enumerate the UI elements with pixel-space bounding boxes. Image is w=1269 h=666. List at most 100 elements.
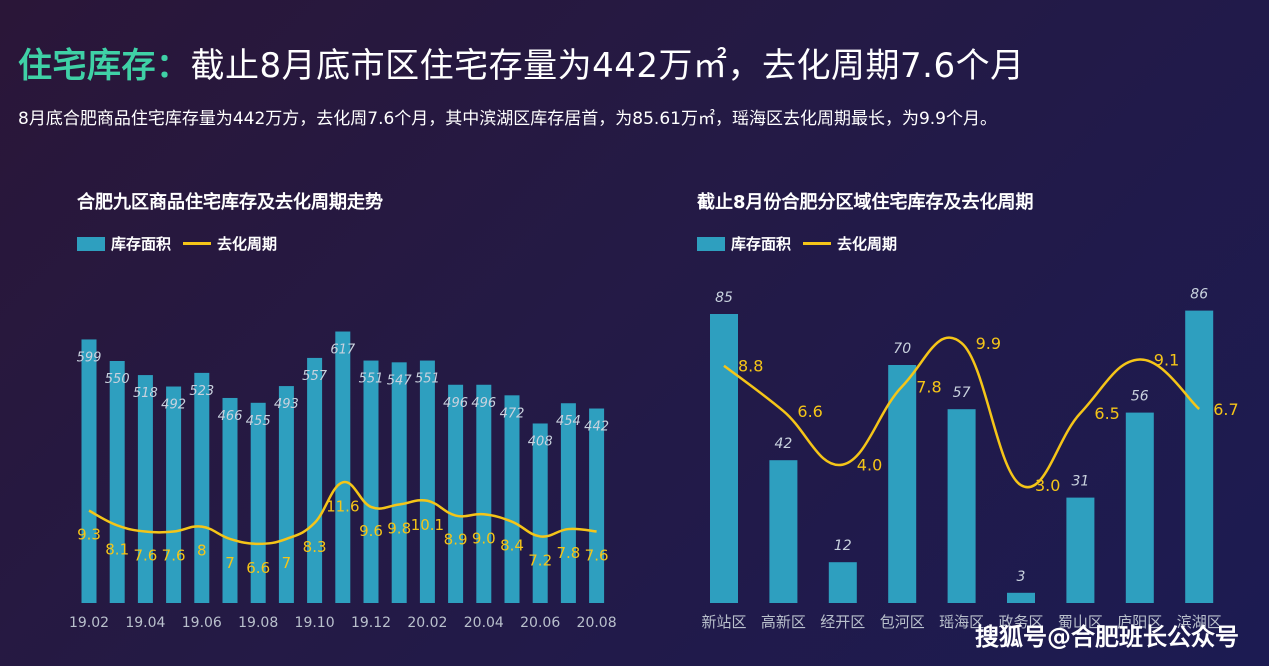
- bar-value-label: 70: [893, 341, 911, 357]
- legend-line-label: 去化周期: [217, 235, 278, 253]
- bar-value-label: 547: [387, 373, 413, 388]
- line-value-label: 9.0: [472, 529, 496, 547]
- bar-value-label: 550: [105, 372, 130, 387]
- line-value-label: 6.5: [1094, 404, 1119, 423]
- bar: [222, 397, 238, 603]
- bar-value-label: 493: [274, 397, 299, 412]
- bar-value-label: 42: [774, 436, 792, 452]
- bar: [1066, 497, 1095, 603]
- bar: [109, 361, 125, 603]
- bar-value-label: 86: [1190, 287, 1208, 303]
- title-text: 截止8月底市区住宅存量为442万㎡，去化周期7.6个月: [190, 46, 1025, 86]
- legend-bar-swatch: [697, 236, 725, 251]
- bar-value-label: 551: [415, 372, 440, 387]
- bar: [1007, 592, 1035, 603]
- legend-bar-label: 库存面积: [731, 235, 792, 253]
- bar: [560, 403, 576, 603]
- x-tick-label: 19.10: [295, 615, 335, 631]
- bar: [81, 339, 97, 603]
- x-tick-label: 19.08: [238, 615, 278, 631]
- bar-value-label: 3: [1017, 569, 1026, 585]
- bar-value-label: 599: [77, 350, 102, 365]
- bar: [476, 384, 492, 603]
- line-value-label: 7.6: [162, 547, 186, 565]
- line-value-label: 8.9: [444, 531, 468, 549]
- line-value-label: 9.3: [77, 526, 101, 544]
- left-chart-legend: 库存面积 去化周期: [77, 233, 277, 254]
- bar-value-label: 617: [330, 343, 356, 358]
- x-tick-label: 19.04: [125, 615, 165, 631]
- bar: [448, 384, 464, 603]
- bar: [194, 372, 210, 603]
- x-tick-label: 包河区: [880, 613, 925, 631]
- bar: [947, 409, 976, 603]
- x-tick-label: 20.08: [577, 615, 617, 631]
- x-tick-label: 19.12: [351, 615, 391, 631]
- line-value-label: 6.7: [1213, 400, 1238, 419]
- line-value-label: 7.2: [528, 551, 552, 569]
- trend-line: [88, 481, 597, 546]
- line-value-label: 6.6: [246, 559, 270, 577]
- bar-value-label: 454: [556, 414, 581, 429]
- bar-value-label: 523: [189, 384, 214, 399]
- bar-value-label: 31: [1071, 474, 1089, 490]
- x-tick-label: 高新区: [761, 613, 806, 631]
- line-value-label: 10.1: [411, 516, 444, 534]
- bar: [137, 375, 153, 603]
- bar: [250, 402, 266, 603]
- right-chart-title: 截止8月份合肥分区域住宅库存及去化周期: [697, 192, 1034, 213]
- line-value-label: 7.6: [133, 547, 157, 565]
- line-value-label: 8.3: [303, 538, 327, 556]
- watermark: 搜狐号@合肥班长公众号: [975, 623, 1239, 651]
- bar: [532, 423, 548, 603]
- bar: [1125, 412, 1154, 603]
- line-value-label: 3.0: [1035, 476, 1060, 495]
- bar: [166, 386, 182, 603]
- left-chart-title: 合肥九区商品住宅库存及去化周期走势: [77, 192, 383, 213]
- x-tick-label: 20.02: [407, 615, 447, 631]
- x-tick-label: 20.06: [520, 615, 560, 631]
- bar-value-label: 57: [953, 385, 971, 401]
- line-value-label: 8.1: [105, 540, 129, 558]
- legend-line-label: 去化周期: [837, 235, 898, 253]
- x-tick-label: 蜀山区: [1058, 613, 1103, 631]
- x-tick-label: 庐阳区: [1117, 613, 1162, 631]
- bar: [307, 357, 323, 603]
- line-value-label: 7: [225, 554, 235, 572]
- line-value-label: 9.9: [976, 334, 1001, 353]
- x-tick-label: 经开区: [820, 613, 865, 631]
- bar-value-label: 442: [584, 420, 609, 435]
- x-tick-label: 19.02: [69, 615, 109, 631]
- line-value-label: 9.1: [1154, 351, 1179, 370]
- bar: [769, 460, 798, 603]
- bar: [888, 365, 917, 603]
- bar-value-label: 85: [715, 290, 733, 306]
- bar: [391, 362, 407, 603]
- line-value-label: 7.8: [916, 377, 941, 396]
- x-tick-label: 20.04: [464, 615, 504, 631]
- x-tick-label: 新站区: [701, 613, 746, 631]
- bar-value-label: 492: [161, 398, 186, 413]
- legend-line-swatch: [183, 242, 212, 245]
- bar-value-label: 496: [443, 396, 468, 411]
- bar: [710, 314, 738, 603]
- bar-value-label: 12: [834, 538, 852, 554]
- bar-value-label: 496: [471, 396, 496, 411]
- bar-value-label: 557: [302, 369, 328, 384]
- x-tick-label: 政务区: [998, 613, 1043, 631]
- line-value-label: 11.6: [326, 497, 359, 515]
- line-value-label: 9.8: [387, 519, 411, 537]
- line-value-label: 6.6: [797, 402, 822, 421]
- line-value-label: 7: [282, 554, 292, 572]
- line-value-label: 9.6: [359, 522, 383, 540]
- bar-value-label: 56: [1131, 389, 1149, 405]
- bar: [419, 360, 435, 603]
- bar: [504, 395, 520, 603]
- bar-value-label: 466: [218, 409, 243, 424]
- bar: [1185, 310, 1214, 603]
- x-tick-label: 瑶海区: [939, 613, 984, 631]
- legend-bar-label: 库存面积: [111, 235, 172, 253]
- bar: [828, 562, 857, 603]
- bar-value-label: 472: [500, 406, 525, 421]
